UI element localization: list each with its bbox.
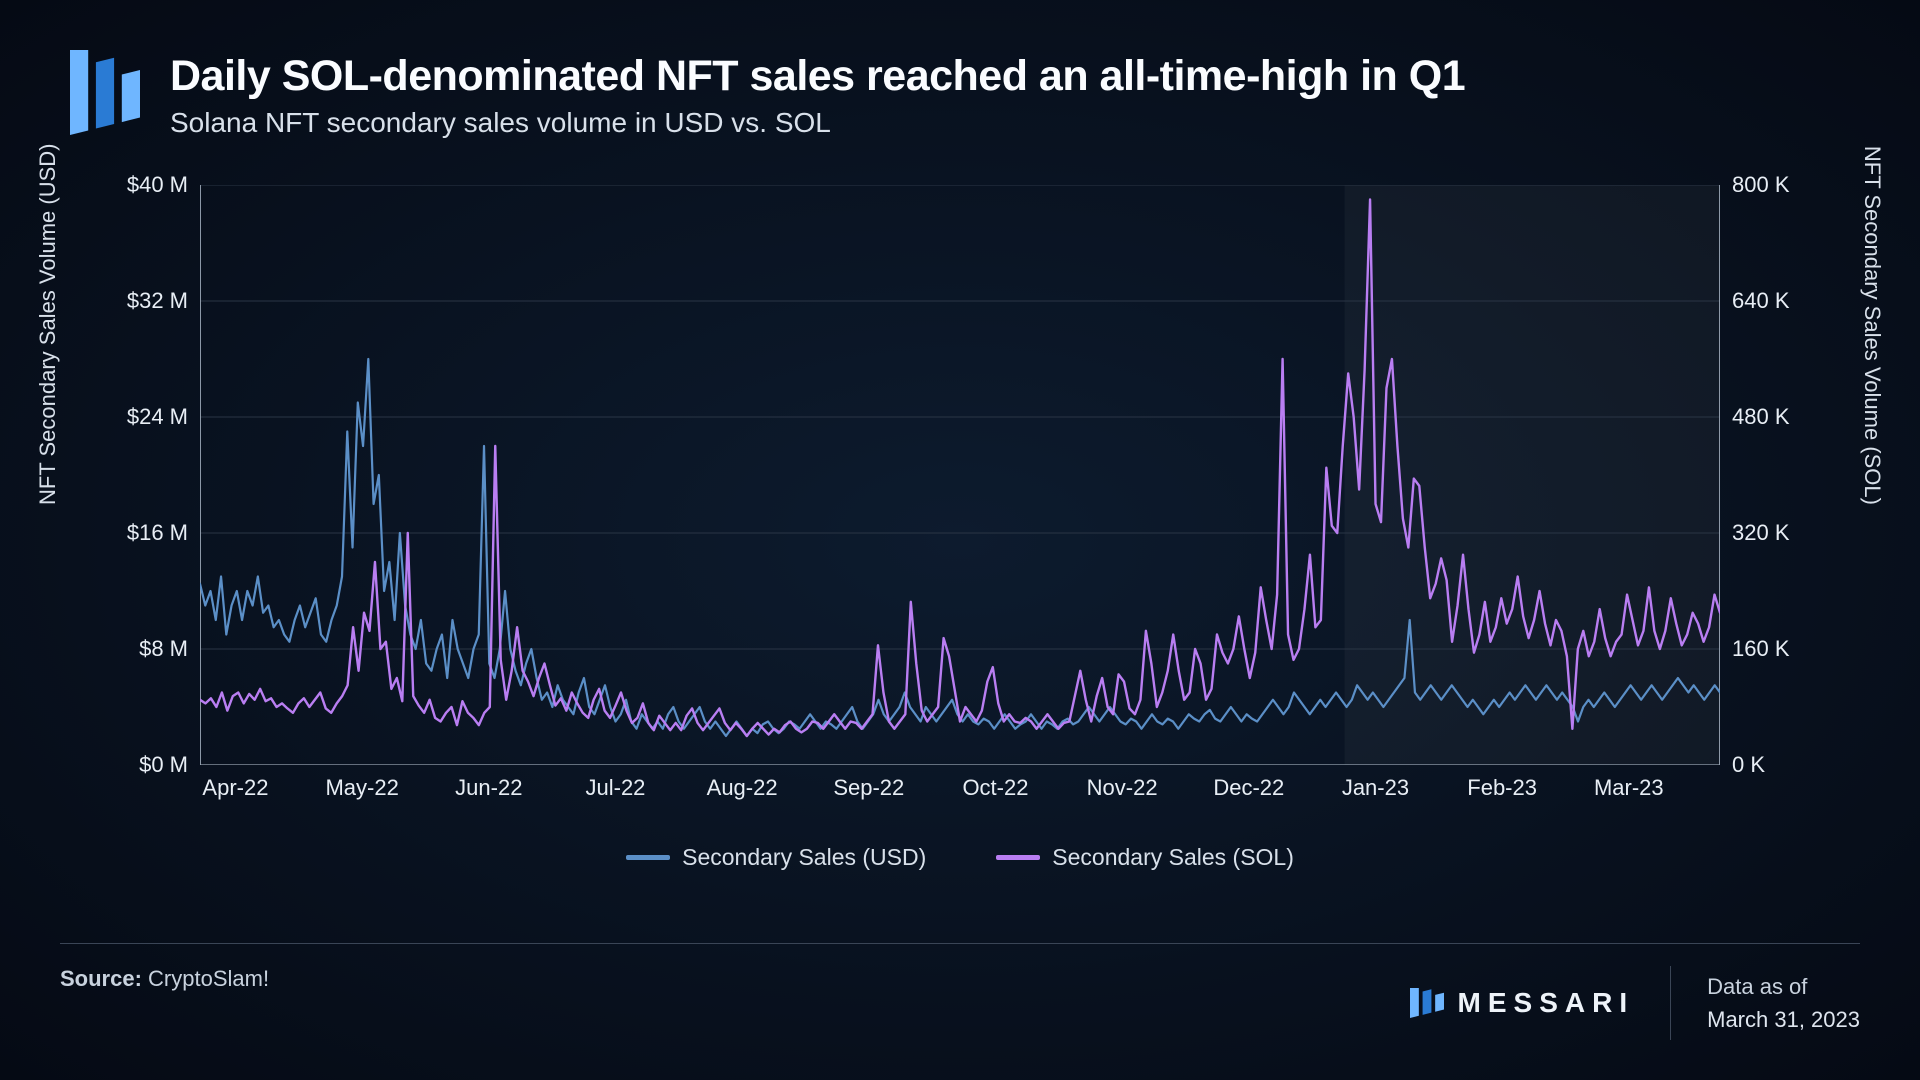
y2-tick: 480 K xyxy=(1732,404,1832,430)
y2-tick: 160 K xyxy=(1732,636,1832,662)
chart-subtitle: Solana NFT secondary sales volume in USD… xyxy=(170,107,1465,139)
messari-logo-icon xyxy=(70,50,140,135)
x-ticks: Apr-22 May-22 Jun-22 Jul-22 Aug-22 Sep-22 Oct-… xyxy=(200,775,1720,805)
legend-label: Secondary Sales (USD) xyxy=(682,844,926,871)
x-tick: Jun-22 xyxy=(455,775,522,801)
chart: NFT Secondary Sales Volume (USD) NFT Sec… xyxy=(70,185,1850,825)
footer: Source: CryptoSlam! MESSARI Data as of M… xyxy=(60,943,1860,1040)
x-tick: Nov-22 xyxy=(1087,775,1158,801)
y1-tick: $24 M xyxy=(88,404,188,430)
data-as-of: Data as of March 31, 2023 xyxy=(1670,966,1860,1040)
plot-area xyxy=(200,185,1720,765)
y2-tick: 320 K xyxy=(1732,520,1832,546)
x-tick: May-22 xyxy=(325,775,398,801)
chart-title: Daily SOL-denominated NFT sales reached … xyxy=(170,52,1465,101)
legend-swatch xyxy=(996,855,1040,860)
x-tick: Oct-22 xyxy=(962,775,1028,801)
brand-text: MESSARI xyxy=(1458,987,1635,1019)
header: Daily SOL-denominated NFT sales reached … xyxy=(70,50,1465,139)
x-tick: Apr-22 xyxy=(202,775,268,801)
x-tick: Aug-22 xyxy=(707,775,778,801)
y2-ticks: 0 K160 K320 K480 K640 K800 K xyxy=(1732,185,1832,765)
x-tick: Jan-23 xyxy=(1342,775,1409,801)
legend-item: Secondary Sales (SOL) xyxy=(996,844,1294,871)
source-attribution: Source: CryptoSlam! xyxy=(60,966,269,992)
x-tick: Sep-22 xyxy=(833,775,904,801)
y1-tick: $32 M xyxy=(88,288,188,314)
y2-tick: 800 K xyxy=(1732,172,1832,198)
legend-label: Secondary Sales (SOL) xyxy=(1052,844,1294,871)
y1-tick: $0 M xyxy=(88,752,188,778)
brand: MESSARI xyxy=(1410,987,1635,1019)
legend: Secondary Sales (USD) Secondary Sales (SO… xyxy=(0,844,1920,871)
x-tick: Mar-23 xyxy=(1594,775,1664,801)
y1-tick: $40 M xyxy=(88,172,188,198)
y2-tick: 0 K xyxy=(1732,752,1832,778)
y1-tick: $16 M xyxy=(88,520,188,546)
y1-ticks: $0 M$8 M$16 M$24 M$32 M$40 M xyxy=(88,185,188,765)
messari-brand-icon xyxy=(1410,988,1444,1018)
legend-swatch xyxy=(626,855,670,860)
x-tick: Jul-22 xyxy=(585,775,645,801)
y2-axis-label: NFT Secondary Sales Volume (SOL) xyxy=(1859,146,1885,505)
y2-tick: 640 K xyxy=(1732,288,1832,314)
legend-item: Secondary Sales (USD) xyxy=(626,844,926,871)
x-tick: Feb-23 xyxy=(1467,775,1537,801)
y1-axis-label: NFT Secondary Sales Volume (USD) xyxy=(35,143,61,505)
x-tick: Dec-22 xyxy=(1213,775,1284,801)
y1-tick: $8 M xyxy=(88,636,188,662)
